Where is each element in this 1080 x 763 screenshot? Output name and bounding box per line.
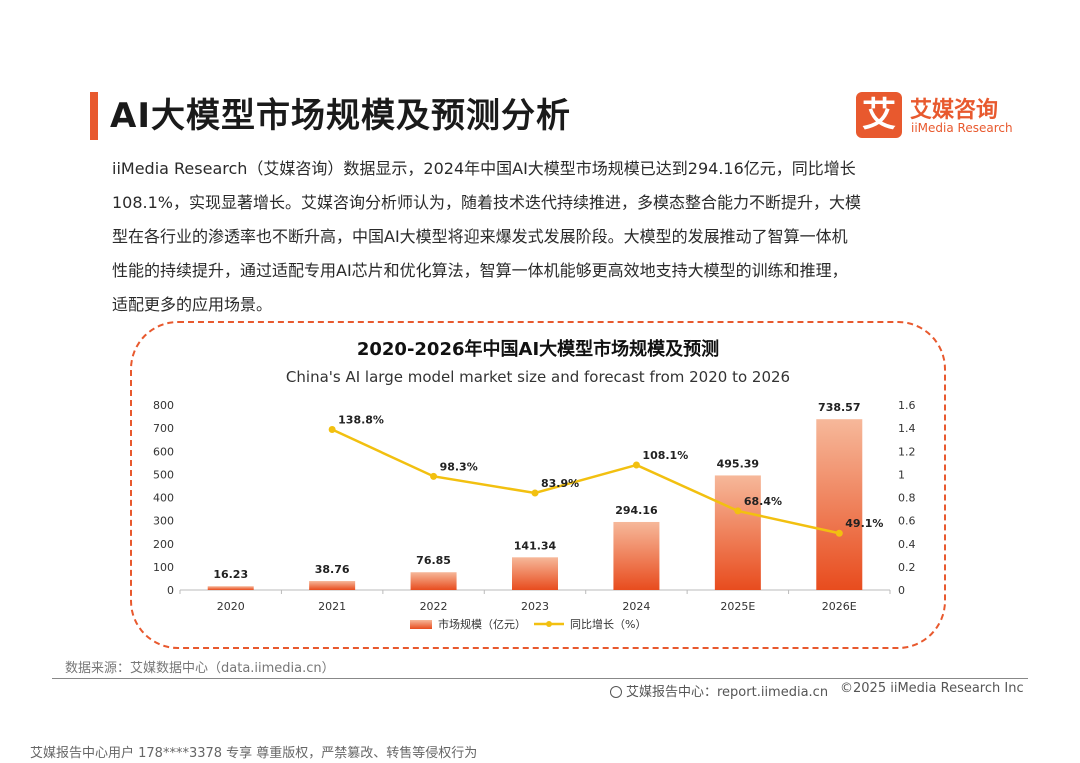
bar-value-label: 76.85 bbox=[416, 554, 451, 567]
legend-bar-label: 市场规模（亿元） bbox=[438, 617, 526, 631]
y-left-tick-label: 500 bbox=[153, 468, 174, 481]
footer-divider bbox=[52, 678, 1028, 679]
y-right-tick-label: 0.2 bbox=[898, 561, 916, 574]
y-left-tick-label: 0 bbox=[167, 584, 174, 597]
report-center: 艾媒报告中心：report.iimedia.cn bbox=[610, 681, 828, 700]
growth-point bbox=[734, 507, 742, 515]
y-left-tick-label: 800 bbox=[153, 399, 174, 412]
y-right-tick-label: 0.4 bbox=[898, 538, 916, 551]
intro-line: 型在各行业的渗透率也不断升高，中国AI大模型将迎来爆发式发展阶段。大模型的发展推… bbox=[112, 227, 848, 246]
x-tick-label: 2021 bbox=[318, 600, 346, 613]
logo-cn-text: 艾媒咨询 bbox=[910, 98, 999, 123]
y-right-tick-label: 0.8 bbox=[898, 492, 916, 505]
y-right-tick-label: 0 bbox=[898, 584, 905, 597]
growth-value-label: 108.1% bbox=[642, 449, 688, 462]
brand-logo: 艾 艾媒咨询 iiMedia Research bbox=[856, 92, 1016, 138]
bar bbox=[207, 586, 254, 590]
bar bbox=[613, 521, 660, 590]
bar-value-label: 38.76 bbox=[315, 563, 350, 576]
growth-point bbox=[430, 472, 438, 480]
bar bbox=[512, 557, 558, 590]
bar bbox=[410, 572, 457, 590]
bar bbox=[309, 581, 356, 590]
y-right-tick-label: 1.4 bbox=[898, 422, 916, 435]
growth-value-label: 49.1% bbox=[845, 517, 883, 530]
growth-value-label: 138.8% bbox=[338, 414, 384, 427]
legend-bar-swatch bbox=[410, 620, 432, 629]
intro-line: 性能的持续提升，通过适配专用AI芯片和优化算法，智算一体机能够更高效地支持大模型… bbox=[112, 261, 848, 280]
growth-point bbox=[835, 529, 843, 537]
page-title: AI大模型市场规模及预测分析 bbox=[110, 96, 571, 136]
growth-value-label: 68.4% bbox=[744, 495, 782, 508]
legend-line-marker bbox=[546, 621, 552, 627]
title-accent-bar bbox=[90, 92, 98, 140]
y-left-tick-label: 200 bbox=[153, 538, 174, 551]
bar-value-label: 495.39 bbox=[717, 457, 759, 470]
chart-frame bbox=[130, 321, 946, 649]
y-right-tick-label: 1.2 bbox=[898, 445, 916, 458]
copyright: ©2025 iiMedia Research Inc bbox=[840, 681, 1024, 696]
bar bbox=[816, 419, 863, 590]
logo-en-text: iiMedia Research bbox=[911, 121, 1013, 135]
bar-value-label: 294.16 bbox=[615, 504, 658, 517]
intro-paragraph: iiMedia Research（艾媒咨询）数据显示，2024年中国AI大模型市… bbox=[112, 152, 982, 322]
chart-subtitle: China's AI large model market size and f… bbox=[285, 368, 791, 386]
x-tick-label: 2026E bbox=[822, 600, 857, 613]
y-left-tick-label: 600 bbox=[153, 445, 174, 458]
x-tick-label: 2023 bbox=[521, 600, 549, 613]
x-tick-label: 2024 bbox=[622, 600, 650, 613]
growth-line bbox=[331, 428, 840, 535]
y-left-tick-label: 300 bbox=[153, 515, 174, 528]
growth-value-label: 83.9% bbox=[541, 477, 579, 490]
globe-icon bbox=[610, 686, 622, 698]
data-source: 数据来源：艾媒数据中心（data.iimedia.cn） bbox=[65, 661, 335, 676]
y-left-tick-label: 700 bbox=[153, 422, 174, 435]
y-right-tick-label: 0.6 bbox=[898, 515, 916, 528]
copyright-notice: 艾媒报告中心用户 178****3378 专享 尊重版权，严禁篡改、转售等侵权行… bbox=[30, 746, 478, 761]
legend-line-label: 同比增长（%） bbox=[570, 617, 646, 631]
growth-value-label: 98.3% bbox=[440, 460, 478, 473]
intro-line: iiMedia Research（艾媒咨询）数据显示，2024年中国AI大模型市… bbox=[112, 159, 856, 178]
intro-line: 适配更多的应用场景。 bbox=[112, 295, 273, 314]
market-size-chart: 0 100 200 300 400 500 600 700 800 0 0.2 0.4 0.6 0.8 1 1… bbox=[153, 399, 916, 631]
x-tick-label: 2022 bbox=[420, 600, 448, 613]
intro-line: 108.1%，实现显著增长。艾媒咨询分析师认为，随着技术迭代持续推进，多模态整合… bbox=[112, 193, 862, 212]
bar-value-label: 16.23 bbox=[213, 568, 248, 581]
y-left-tick-label: 400 bbox=[153, 492, 174, 505]
report-center-text: 艾媒报告中心：report.iimedia.cn bbox=[626, 685, 829, 700]
x-tick-label: 2020 bbox=[217, 600, 245, 613]
logo-mark-icon: 艾 bbox=[856, 92, 902, 138]
x-tick-label: 2025E bbox=[720, 600, 755, 613]
growth-point bbox=[328, 426, 336, 434]
y-right-tick-label: 1.6 bbox=[898, 399, 916, 412]
y-left-tick-label: 100 bbox=[153, 561, 174, 574]
growth-point bbox=[531, 489, 539, 497]
chart-title: 2020-2026年中国AI大模型市场规模及预测 bbox=[356, 339, 720, 360]
growth-point bbox=[632, 461, 640, 469]
bar-value-label: 738.57 bbox=[818, 401, 860, 414]
bar bbox=[714, 475, 761, 590]
bar-value-label: 141.34 bbox=[514, 539, 557, 552]
y-right-tick-label: 1 bbox=[898, 468, 905, 481]
